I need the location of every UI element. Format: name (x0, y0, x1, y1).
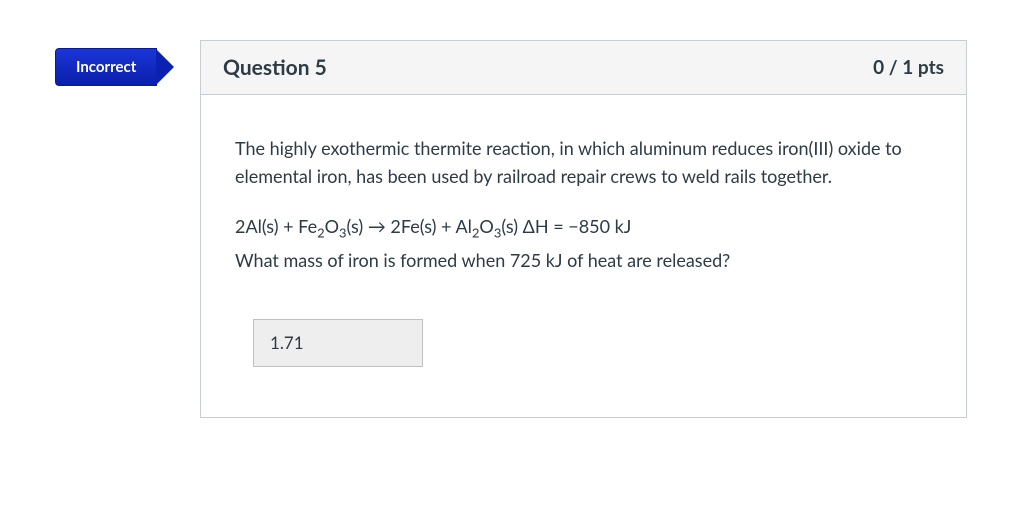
answer-value: 1.71 (270, 332, 304, 353)
question-header: Question 5 0 / 1 pts (201, 41, 966, 95)
status-flag: Incorrect (55, 48, 157, 86)
eq-p3: (s) → 2Fe(s) + Al (347, 215, 472, 237)
flag-arrow-icon (156, 49, 174, 85)
eq-p2: O (325, 215, 339, 237)
status-label: Incorrect (76, 58, 136, 76)
reaction-equation: 2Al(s) + Fe2O3(s) → 2Fe(s) + Al2O3(s) ΔH… (235, 213, 932, 241)
question-followup-text: What mass of iron is formed when 725 kJ … (235, 247, 932, 275)
eq-p4: O (479, 215, 493, 237)
status-flag-body: Incorrect (55, 48, 157, 86)
answer-input[interactable]: 1.71 (253, 319, 423, 367)
eq-p5: (s) ΔH = −850 kJ (501, 215, 631, 237)
question-intro-text: The highly exothermic thermite reaction,… (235, 135, 932, 191)
eq-sub2: 3 (339, 224, 347, 240)
eq-sub1: 2 (317, 224, 325, 240)
question-card: Question 5 0 / 1 pts The highly exotherm… (200, 40, 967, 418)
eq-p1: 2Al(s) + Fe (235, 215, 317, 237)
question-points: 0 / 1 pts (873, 56, 944, 79)
question-title: Question 5 (223, 55, 327, 80)
question-body: The highly exothermic thermite reaction,… (201, 95, 966, 417)
